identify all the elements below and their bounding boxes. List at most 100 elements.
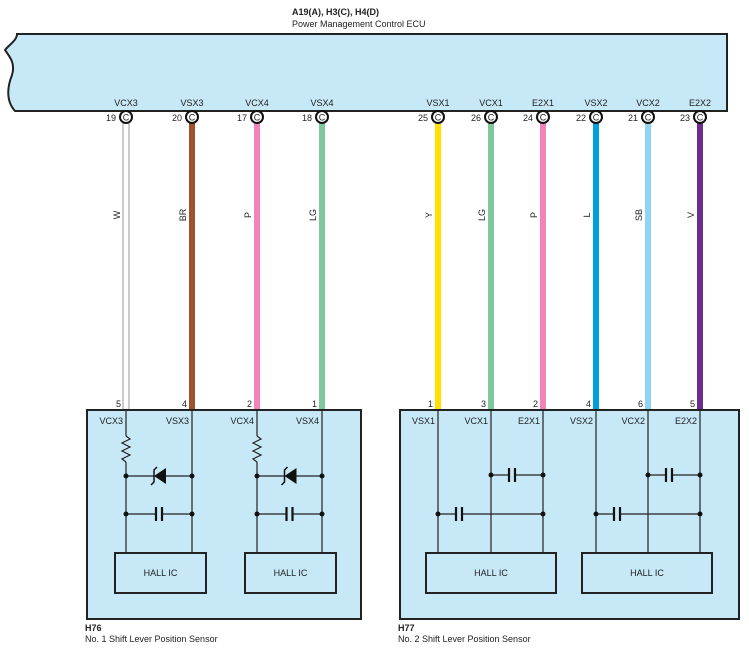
junction-dot xyxy=(254,473,260,479)
sensor-id: H77 xyxy=(398,623,415,633)
hall-ic-label: HALL IC xyxy=(144,568,178,578)
ecu-pin-signal: VCX4 xyxy=(245,98,269,108)
sensor-pin-label: VSX2 xyxy=(570,416,593,426)
ecu-pin-number: 25 xyxy=(418,113,428,123)
wire-vcx4: VCX4 17 C P 2 xyxy=(237,98,269,410)
sensor-pin-label: VCX3 xyxy=(99,416,123,426)
ecu-pin-signal: E2X2 xyxy=(689,98,711,108)
junction-dot xyxy=(488,472,494,478)
ecu-pin-number: 18 xyxy=(302,113,312,123)
junction-dot xyxy=(540,472,546,478)
wire-color-code: W xyxy=(112,210,122,219)
junction-dot xyxy=(189,511,195,517)
wire-line xyxy=(593,123,599,410)
wire-vcx3: VCX3 19 C W 5 xyxy=(106,98,138,411)
ecu-connector-letter: C xyxy=(435,113,442,123)
zener-diode-icon xyxy=(154,468,166,484)
zener-diode-icon xyxy=(150,466,158,486)
wire-color-code: P xyxy=(243,212,253,218)
sensor-pin-number: 1 xyxy=(312,399,317,409)
ecu-connector-letter: C xyxy=(645,113,652,123)
sensor-pin-number: 1 xyxy=(428,399,433,409)
connector-circle xyxy=(484,110,498,124)
connector-circle xyxy=(589,110,603,124)
ecu-connector-letter: C xyxy=(123,113,130,123)
junction-dot xyxy=(645,472,651,478)
connector-circle xyxy=(536,110,550,124)
ecu-pin-signal: VSX3 xyxy=(180,98,203,108)
sensor-pin-label: VCX1 xyxy=(464,416,488,426)
wire-color-code: P xyxy=(529,212,539,218)
zener-diode-icon xyxy=(284,468,297,484)
hall-ic-label: HALL IC xyxy=(274,568,308,578)
ecu-connector-ids: A19(A), H3(C), H4(D) xyxy=(292,7,379,17)
connector-circle xyxy=(315,110,329,124)
hall-ic-label: HALL IC xyxy=(630,568,664,578)
sensor-pin-number: 4 xyxy=(182,399,187,409)
junction-dot xyxy=(697,472,703,478)
ecu-pin-number: 20 xyxy=(172,113,182,123)
wire-vsx4: VSX4 18 C LG 1 xyxy=(302,98,334,410)
wire-line xyxy=(697,123,703,410)
wire-vsx3: VSX3 20 C BR 4 xyxy=(172,98,204,410)
wire-e2x2: E2X2 23 C V 5 xyxy=(680,98,711,410)
ecu-connector-letter: C xyxy=(189,113,196,123)
hall-ic-box xyxy=(114,552,207,594)
sensor-pin-label: E2X2 xyxy=(675,416,697,426)
connector-circle xyxy=(250,110,264,124)
sensor-pin-number: 4 xyxy=(586,399,591,409)
zener-diode-icon xyxy=(280,466,289,486)
sensor-pin-label: E2X1 xyxy=(518,416,540,426)
wire-color-code: LG xyxy=(308,209,318,221)
sensor-pin-number: 6 xyxy=(638,399,643,409)
wire-e2x1: E2X1 24 C P 2 xyxy=(523,98,554,410)
wire-color-code: SB xyxy=(634,209,644,221)
ecu-connector-letter: C xyxy=(319,113,326,123)
wire-line xyxy=(122,122,130,411)
sensor-pin-label: VSX4 xyxy=(296,416,319,426)
resistor-icon xyxy=(251,435,263,463)
hall-ic-label: HALL IC xyxy=(474,568,508,578)
ecu-pin-number: 24 xyxy=(523,113,533,123)
ecu-pin-signal: VCX3 xyxy=(114,98,138,108)
sensor-name: No. 1 Shift Lever Position Sensor xyxy=(85,634,218,644)
wire-vsx2: VSX2 22 C L 4 xyxy=(576,98,608,410)
hall-ic-box xyxy=(581,552,713,594)
sensor-pin-number: 5 xyxy=(690,399,695,409)
wire-line xyxy=(645,123,651,410)
ecu-connector-letter: C xyxy=(697,113,704,123)
resistor-icon xyxy=(120,435,132,463)
wire-vcx2: VCX2 21 C SB 6 xyxy=(628,98,660,410)
junction-dot xyxy=(319,473,325,479)
ecu-connector-letter: C xyxy=(593,113,600,123)
wire-color-code: BR xyxy=(178,208,188,221)
junction-dot xyxy=(540,511,546,517)
ecu-pin-number: 19 xyxy=(106,113,116,123)
junction-dot xyxy=(123,473,129,479)
connector-circle xyxy=(185,110,199,124)
junction-dot xyxy=(697,511,703,517)
wire-color-code: LG xyxy=(477,209,487,221)
wire-vsx1: VSX1 25 C Y 1 xyxy=(418,98,450,410)
wire-line xyxy=(488,123,494,410)
junction-dot xyxy=(593,511,599,517)
sensor-pin-label: VCX4 xyxy=(230,416,254,426)
ecu-pin-number: 23 xyxy=(680,113,690,123)
junction-dot xyxy=(435,511,441,517)
ecu-name: Power Management Control ECU xyxy=(292,19,426,29)
hall-ic-box xyxy=(244,552,337,594)
ecu-connector-letter: C xyxy=(540,113,547,123)
wire-line xyxy=(435,123,441,410)
ecu-pin-signal: VSX2 xyxy=(584,98,607,108)
wire-line xyxy=(319,123,325,410)
wire-line xyxy=(189,123,195,410)
sensor-pin-label: VSX3 xyxy=(166,416,189,426)
wire-color-code: L xyxy=(582,212,592,217)
ecu-pin-signal: VCX1 xyxy=(479,98,503,108)
connector-circle xyxy=(431,110,445,124)
sensor-pin-label: VSX1 xyxy=(412,416,435,426)
sensor-id: H76 xyxy=(85,623,102,633)
